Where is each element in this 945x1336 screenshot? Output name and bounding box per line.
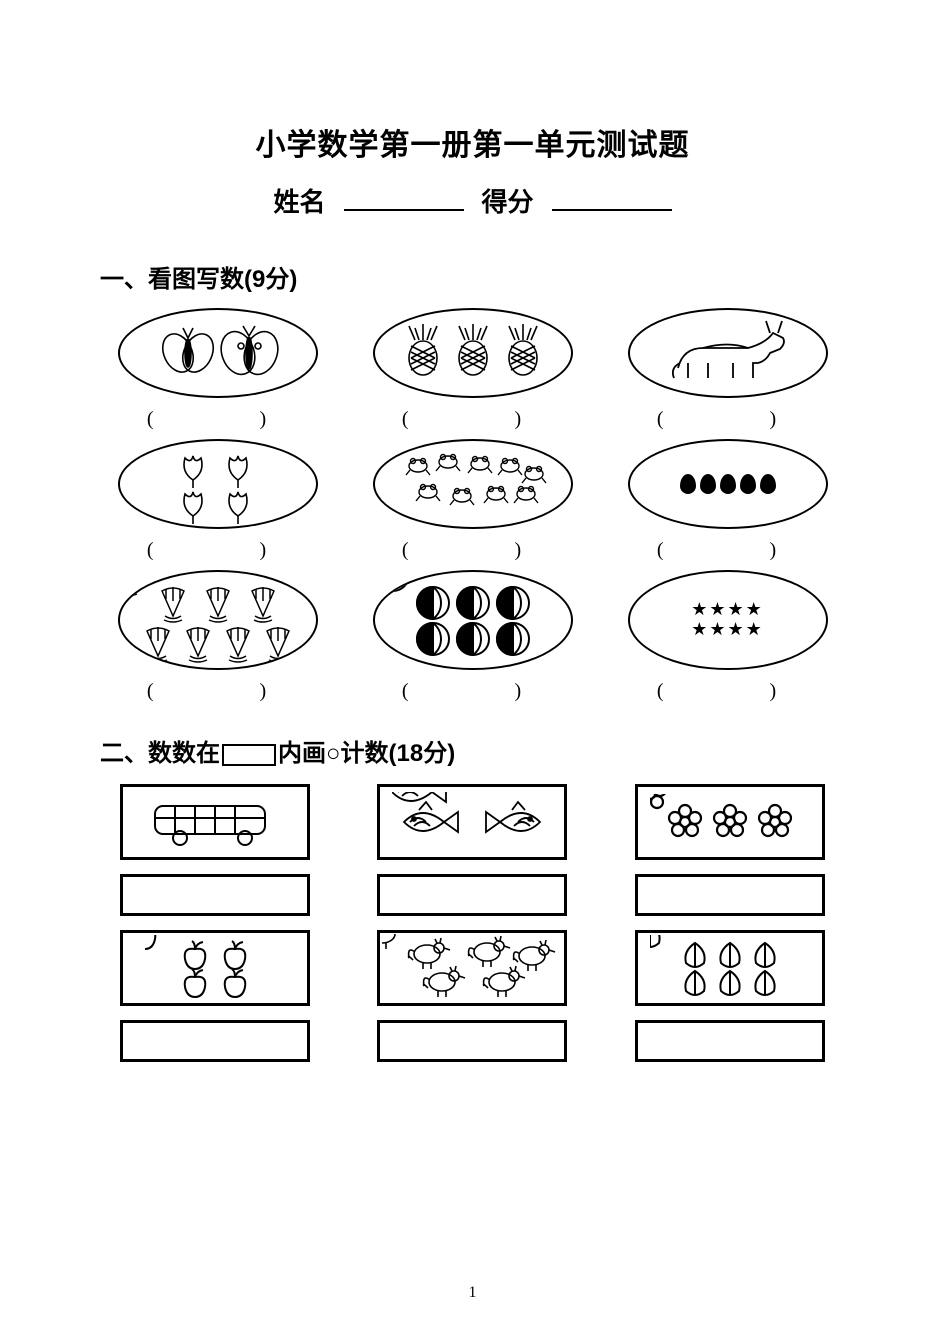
page-title: 小学数学第一册第一单元测试题: [110, 120, 835, 164]
s1-answer-4[interactable]: ( ): [147, 533, 288, 562]
section2-grid: [110, 784, 835, 1062]
score-blank[interactable]: [552, 182, 672, 211]
s1-cell-donkey: ( ): [628, 308, 828, 431]
s2-answer-fish[interactable]: [377, 874, 567, 916]
section2-box-icon: [222, 744, 276, 766]
section1-points-open: (: [244, 266, 252, 293]
s1-answer-7[interactable]: ( ): [147, 674, 288, 703]
s2-answer-flowers[interactable]: [635, 874, 825, 916]
shuttlecocks-icon: [118, 570, 318, 670]
s2-answer-apples[interactable]: [120, 1020, 310, 1062]
s1-answer-2[interactable]: ( ): [402, 402, 543, 431]
bus-icon: [120, 784, 310, 860]
section1-heading: 一、看图写数(9分): [100, 259, 835, 294]
header-block: 小学数学第一册第一单元测试题 姓名 得分: [110, 120, 835, 219]
donkey-icon: [628, 308, 828, 398]
stars-icon: ★★★★★★★★: [628, 570, 828, 670]
section2-points-open: (: [389, 740, 397, 767]
s1-cell-frogs: ( ): [373, 439, 573, 562]
name-blank[interactable]: [344, 182, 464, 211]
name-score-line: 姓名 得分: [110, 182, 835, 219]
s1-answer-9[interactable]: ( ): [657, 674, 798, 703]
frogs-icon: [373, 439, 573, 529]
section2-heading: 二、数数在 内画○计数(18分): [100, 733, 835, 768]
beans-icon: [628, 439, 828, 529]
section2-index: 二、: [100, 741, 148, 767]
section1-grid: ( ) ( ) ( ): [110, 308, 835, 703]
s1-cell-butterflies: ( ): [118, 308, 318, 431]
name-label: 姓名: [273, 182, 325, 219]
section2-points-word: 分: [423, 741, 447, 767]
section1-points-value: 9: [252, 266, 265, 293]
butterflies-icon: [118, 308, 318, 398]
flowers-icon: [635, 784, 825, 860]
section2-points-value: 18: [397, 740, 424, 767]
s1-answer-3[interactable]: ( ): [657, 402, 798, 431]
s1-cell-stars: ★★★★★★★★ ( ): [628, 570, 828, 703]
s1-answer-6[interactable]: ( ): [657, 533, 798, 562]
s2-answer-peaches[interactable]: [635, 1020, 825, 1062]
s1-answer-8[interactable]: ( ): [402, 674, 543, 703]
s1-answer-5[interactable]: ( ): [402, 533, 543, 562]
section1-index: 一、: [100, 267, 148, 293]
pineapples-icon: [373, 308, 573, 398]
section2-points-close: ): [447, 740, 455, 767]
s1-cell-beans: ( ): [628, 439, 828, 562]
s1-cell-balls: ( ): [373, 570, 573, 703]
tulips-icon: [118, 439, 318, 529]
score-label: 得分: [482, 182, 534, 219]
apples-icon: [120, 930, 310, 1006]
balls-icon: [373, 570, 573, 670]
s2-answer-bus[interactable]: [120, 874, 310, 916]
s1-answer-1[interactable]: ( ): [147, 402, 288, 431]
section1-points-close: ): [289, 266, 297, 293]
section2-suffix: 内画○计数: [278, 741, 389, 767]
chickens-icon: [377, 930, 567, 1006]
section2-prefix: 数数在: [148, 741, 220, 767]
peaches-icon: [635, 930, 825, 1006]
fish-icon: [377, 784, 567, 860]
section1-points-word: 分: [265, 267, 289, 293]
s1-cell-tulips: ( ): [118, 439, 318, 562]
section1-title: 看图写数: [148, 267, 244, 293]
s2-answer-chickens[interactable]: [377, 1020, 567, 1062]
s1-cell-shuttlecocks: ( ): [118, 570, 318, 703]
s1-cell-pineapples: ( ): [373, 308, 573, 431]
page-number: 1: [0, 1284, 945, 1302]
